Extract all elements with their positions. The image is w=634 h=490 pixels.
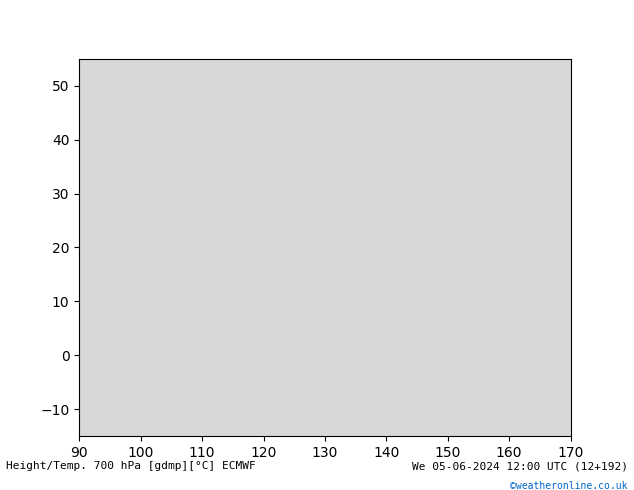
Text: We 05-06-2024 12:00 UTC (12+192): We 05-06-2024 12:00 UTC (12+192) [412,462,628,471]
Text: ©weatheronline.co.uk: ©weatheronline.co.uk [510,481,628,490]
Text: Height/Temp. 700 hPa [gdmp][°C] ECMWF: Height/Temp. 700 hPa [gdmp][°C] ECMWF [6,462,256,471]
